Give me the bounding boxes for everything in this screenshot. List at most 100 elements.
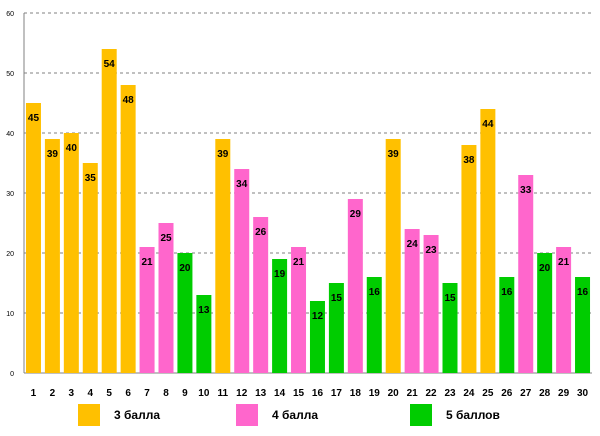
x-tick-label-14: 14 (274, 388, 286, 399)
value-label-2: 39 (47, 149, 59, 160)
legend-label-3-balla: 3 балла (114, 408, 161, 422)
value-label-15: 21 (293, 257, 305, 268)
bar-16 (309, 301, 325, 373)
x-tick-label-13: 13 (255, 388, 267, 399)
value-label-27: 33 (520, 185, 532, 196)
bar-1 (25, 103, 41, 373)
bar-29 (556, 247, 572, 373)
x-tick-label-2: 2 (50, 388, 56, 399)
value-label-10: 13 (198, 305, 210, 316)
x-tick-label-22: 22 (426, 388, 438, 399)
bar-27 (518, 175, 534, 373)
x-tick-label-5: 5 (106, 388, 112, 399)
x-tick-label-10: 10 (198, 388, 210, 399)
grid-lines (24, 12, 592, 314)
value-label-4: 35 (85, 173, 97, 184)
x-tick-label-25: 25 (482, 388, 494, 399)
bar-23 (442, 283, 458, 373)
value-label-18: 29 (350, 209, 362, 220)
value-label-24: 38 (463, 155, 475, 166)
bar-20 (385, 139, 401, 373)
bar-13 (253, 217, 269, 373)
value-label-14: 19 (274, 269, 286, 280)
bar-30 (575, 277, 591, 373)
x-tick-label-27: 27 (520, 388, 532, 399)
x-tick-label-3: 3 (69, 388, 75, 399)
value-label-29: 21 (558, 257, 570, 268)
value-label-23: 15 (444, 293, 456, 304)
x-tick-label-30: 30 (577, 388, 589, 399)
bar-22 (423, 235, 439, 373)
bar-26 (499, 277, 515, 373)
value-label-26: 16 (501, 287, 513, 298)
legend-swatch-yellow (78, 404, 100, 426)
value-label-11: 39 (217, 149, 229, 160)
x-tick-label-16: 16 (312, 388, 324, 399)
value-label-1: 45 (28, 113, 40, 124)
value-label-6: 48 (123, 95, 135, 106)
value-label-25: 44 (482, 119, 494, 130)
legend-label-5-ballov: 5 баллов (446, 408, 500, 422)
value-label-20: 39 (388, 149, 400, 160)
bars (25, 49, 591, 373)
value-label-30: 16 (577, 287, 589, 298)
value-label-7: 21 (142, 257, 154, 268)
bar-19 (366, 277, 382, 373)
value-labels: 45 39 40 35 54 48 21 25 20 13 39 34 26 19 21 12 15 29 16 39… (28, 59, 589, 322)
bar-21 (404, 229, 420, 373)
bar-24 (461, 145, 477, 373)
value-label-8: 25 (160, 233, 172, 244)
bar-4 (82, 163, 98, 373)
x-tick-label-23: 23 (444, 388, 456, 399)
bar-14 (272, 259, 288, 373)
legend-item-5-ballov: 5 баллов (410, 404, 500, 426)
bar-12 (234, 169, 250, 373)
bar-7 (139, 247, 155, 373)
legend-item-3-balla: 3 балла (78, 404, 160, 426)
y-tick-label: 50 (6, 71, 14, 78)
legend-swatch-pink (236, 404, 258, 426)
bar-8 (158, 223, 174, 373)
legend-label-4-balla: 4 балла (272, 408, 319, 422)
y-tick-label: 30 (6, 191, 14, 198)
bar-6 (120, 85, 136, 373)
x-tick-label-18: 18 (350, 388, 362, 399)
x-tick-label-21: 21 (407, 388, 419, 399)
bar-18 (347, 199, 363, 373)
y-tick-label: 40 (6, 131, 14, 138)
bar-11 (215, 139, 231, 373)
x-tick-label-12: 12 (236, 388, 248, 399)
x-tick-label-4: 4 (87, 388, 93, 399)
y-tick-label: 20 (6, 251, 14, 258)
x-tick-label-29: 29 (558, 388, 570, 399)
x-tick-label-28: 28 (539, 388, 551, 399)
x-tick-label-15: 15 (293, 388, 305, 399)
x-tick-label-7: 7 (144, 388, 150, 399)
value-label-21: 24 (407, 239, 419, 250)
y-tick-label: 60 (6, 11, 14, 18)
x-tick-label-17: 17 (331, 388, 343, 399)
x-tick-label-20: 20 (388, 388, 400, 399)
x-tick-label-24: 24 (463, 388, 475, 399)
x-tick-label-9: 9 (182, 388, 188, 399)
value-label-16: 12 (312, 311, 324, 322)
x-tick-label-26: 26 (501, 388, 513, 399)
bar-3 (63, 133, 79, 373)
value-label-3: 40 (66, 143, 78, 154)
bar-5 (101, 49, 117, 373)
legend-item-4-balla: 4 балла (236, 404, 318, 426)
value-label-19: 16 (369, 287, 381, 298)
value-label-22: 23 (426, 245, 438, 256)
x-tick-label-1: 1 (31, 388, 37, 399)
value-label-12: 34 (236, 179, 248, 190)
legend-swatch-green (410, 404, 432, 426)
value-label-9: 20 (179, 263, 191, 274)
value-label-13: 26 (255, 227, 267, 238)
value-label-17: 15 (331, 293, 343, 304)
value-label-5: 54 (104, 59, 116, 70)
bar-25 (480, 109, 496, 373)
x-tick-label-6: 6 (125, 388, 131, 399)
x-tick-label-8: 8 (163, 388, 169, 399)
